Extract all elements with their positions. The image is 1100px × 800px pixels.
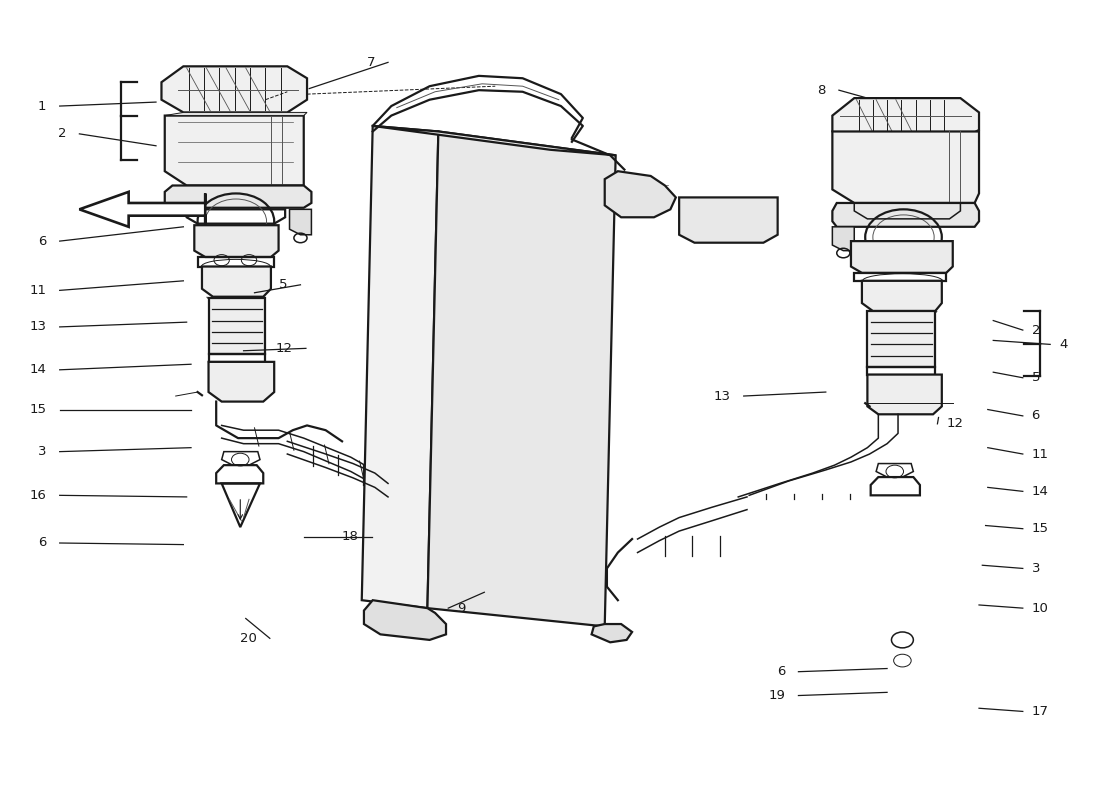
Polygon shape — [165, 186, 311, 208]
Polygon shape — [209, 362, 274, 402]
Polygon shape — [79, 192, 206, 227]
Polygon shape — [833, 227, 855, 250]
Text: 8: 8 — [817, 84, 826, 97]
Polygon shape — [592, 624, 632, 642]
Polygon shape — [868, 311, 935, 366]
Text: 13: 13 — [30, 321, 46, 334]
Polygon shape — [162, 66, 307, 113]
Polygon shape — [428, 131, 616, 626]
Polygon shape — [165, 113, 307, 115]
Text: 16: 16 — [30, 489, 46, 502]
Text: 3: 3 — [39, 445, 46, 458]
Text: 9: 9 — [456, 602, 465, 614]
Polygon shape — [868, 374, 942, 414]
Text: 6: 6 — [39, 234, 46, 248]
Polygon shape — [195, 226, 278, 257]
Text: 11: 11 — [1032, 447, 1048, 461]
Text: 10: 10 — [1032, 602, 1048, 614]
Text: 5: 5 — [1032, 371, 1041, 384]
Text: 1: 1 — [39, 99, 46, 113]
Polygon shape — [605, 171, 675, 218]
Polygon shape — [362, 126, 439, 608]
Text: 19: 19 — [769, 689, 785, 702]
Text: 2: 2 — [1032, 323, 1041, 337]
Text: 12: 12 — [946, 418, 964, 430]
Text: 11: 11 — [30, 284, 46, 297]
Polygon shape — [165, 115, 304, 186]
Text: 15: 15 — [30, 403, 46, 416]
Text: 14: 14 — [1032, 485, 1048, 498]
Text: 7: 7 — [366, 56, 375, 69]
Polygon shape — [833, 203, 979, 227]
Text: 18: 18 — [342, 530, 359, 543]
Polygon shape — [833, 98, 979, 144]
Text: 12: 12 — [276, 342, 293, 355]
Polygon shape — [862, 281, 942, 311]
Polygon shape — [209, 298, 265, 354]
Text: 14: 14 — [30, 363, 46, 376]
Text: 6: 6 — [39, 537, 46, 550]
Polygon shape — [373, 126, 616, 155]
Polygon shape — [289, 210, 311, 234]
Polygon shape — [833, 131, 979, 203]
Polygon shape — [679, 198, 778, 242]
Text: 20: 20 — [240, 632, 256, 645]
Polygon shape — [364, 600, 446, 640]
Text: 6: 6 — [777, 666, 785, 678]
Text: 17: 17 — [1032, 705, 1048, 718]
Text: 2: 2 — [58, 127, 66, 140]
Text: 3: 3 — [1032, 562, 1041, 575]
Text: 13: 13 — [714, 390, 730, 402]
Polygon shape — [202, 266, 271, 297]
Text: 6: 6 — [1032, 410, 1040, 422]
Text: 5: 5 — [278, 278, 287, 291]
Text: 4: 4 — [1059, 338, 1067, 351]
Text: 15: 15 — [1032, 522, 1048, 535]
Polygon shape — [851, 241, 953, 273]
